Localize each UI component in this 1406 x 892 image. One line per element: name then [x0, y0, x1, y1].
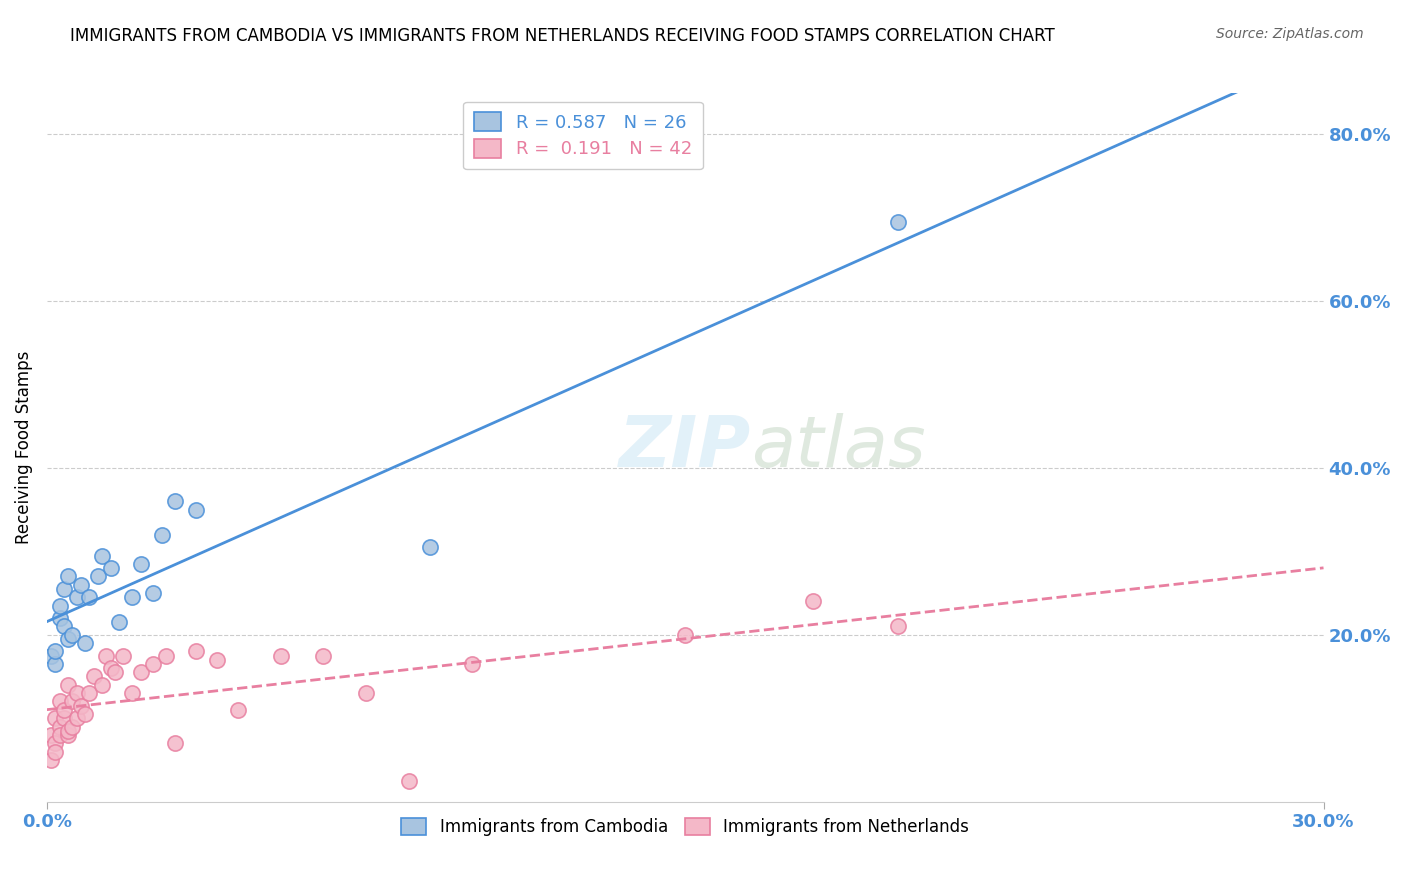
- Point: [66, 591, 89, 605]
- Point: [121, 686, 143, 700]
- Point: [48, 728, 70, 742]
- Y-axis label: Receiving Food Stamps: Receiving Food Stamps: [15, 351, 32, 544]
- Point: [66, 711, 89, 725]
- Point: [100, 561, 122, 575]
- Point: [70, 578, 93, 592]
- Point: [48, 719, 70, 733]
- Point: [44, 657, 66, 671]
- Point: [75, 636, 97, 650]
- Point: [312, 648, 335, 663]
- Point: [56, 728, 79, 742]
- Point: [56, 723, 79, 738]
- Point: [801, 594, 824, 608]
- Point: [142, 586, 165, 600]
- Text: ZIP: ZIP: [619, 413, 751, 482]
- Point: [184, 502, 207, 516]
- Text: IMMIGRANTS FROM CAMBODIA VS IMMIGRANTS FROM NETHERLANDS RECEIVING FOOD STAMPS CO: IMMIGRANTS FROM CAMBODIA VS IMMIGRANTS F…: [70, 27, 1054, 45]
- Point: [100, 661, 122, 675]
- Point: [112, 648, 135, 663]
- Point: [39, 648, 62, 663]
- Point: [91, 678, 114, 692]
- Point: [270, 648, 292, 663]
- Point: [108, 615, 131, 630]
- Legend: Immigrants from Cambodia, Immigrants from Netherlands: Immigrants from Cambodia, Immigrants fro…: [395, 812, 976, 843]
- Point: [142, 657, 165, 671]
- Point: [121, 591, 143, 605]
- Point: [44, 711, 66, 725]
- Point: [52, 703, 75, 717]
- Point: [129, 557, 152, 571]
- Point: [62, 694, 84, 708]
- Point: [52, 582, 75, 596]
- Point: [461, 657, 484, 671]
- Point: [228, 703, 250, 717]
- Text: Source: ZipAtlas.com: Source: ZipAtlas.com: [1216, 27, 1364, 41]
- Point: [39, 753, 62, 767]
- Point: [83, 669, 105, 683]
- Point: [354, 686, 377, 700]
- Point: [44, 644, 66, 658]
- Point: [104, 665, 127, 680]
- Point: [62, 628, 84, 642]
- Point: [44, 745, 66, 759]
- Point: [96, 648, 118, 663]
- Point: [52, 711, 75, 725]
- Text: atlas: atlas: [751, 413, 925, 482]
- Point: [48, 694, 70, 708]
- Point: [887, 619, 910, 633]
- Point: [79, 591, 101, 605]
- Point: [398, 773, 420, 788]
- Point: [184, 644, 207, 658]
- Point: [52, 619, 75, 633]
- Point: [205, 653, 228, 667]
- Point: [419, 540, 441, 554]
- Point: [79, 686, 101, 700]
- Point: [150, 527, 173, 541]
- Point: [48, 611, 70, 625]
- Point: [163, 494, 186, 508]
- Point: [673, 628, 696, 642]
- Point: [56, 678, 79, 692]
- Point: [129, 665, 152, 680]
- Point: [56, 569, 79, 583]
- Point: [887, 215, 910, 229]
- Point: [39, 728, 62, 742]
- Point: [87, 569, 110, 583]
- Point: [62, 719, 84, 733]
- Point: [75, 706, 97, 721]
- Point: [66, 686, 89, 700]
- Point: [163, 736, 186, 750]
- Point: [44, 736, 66, 750]
- Point: [70, 698, 93, 713]
- Point: [56, 632, 79, 646]
- Point: [91, 549, 114, 563]
- Point: [48, 599, 70, 613]
- Point: [155, 648, 177, 663]
